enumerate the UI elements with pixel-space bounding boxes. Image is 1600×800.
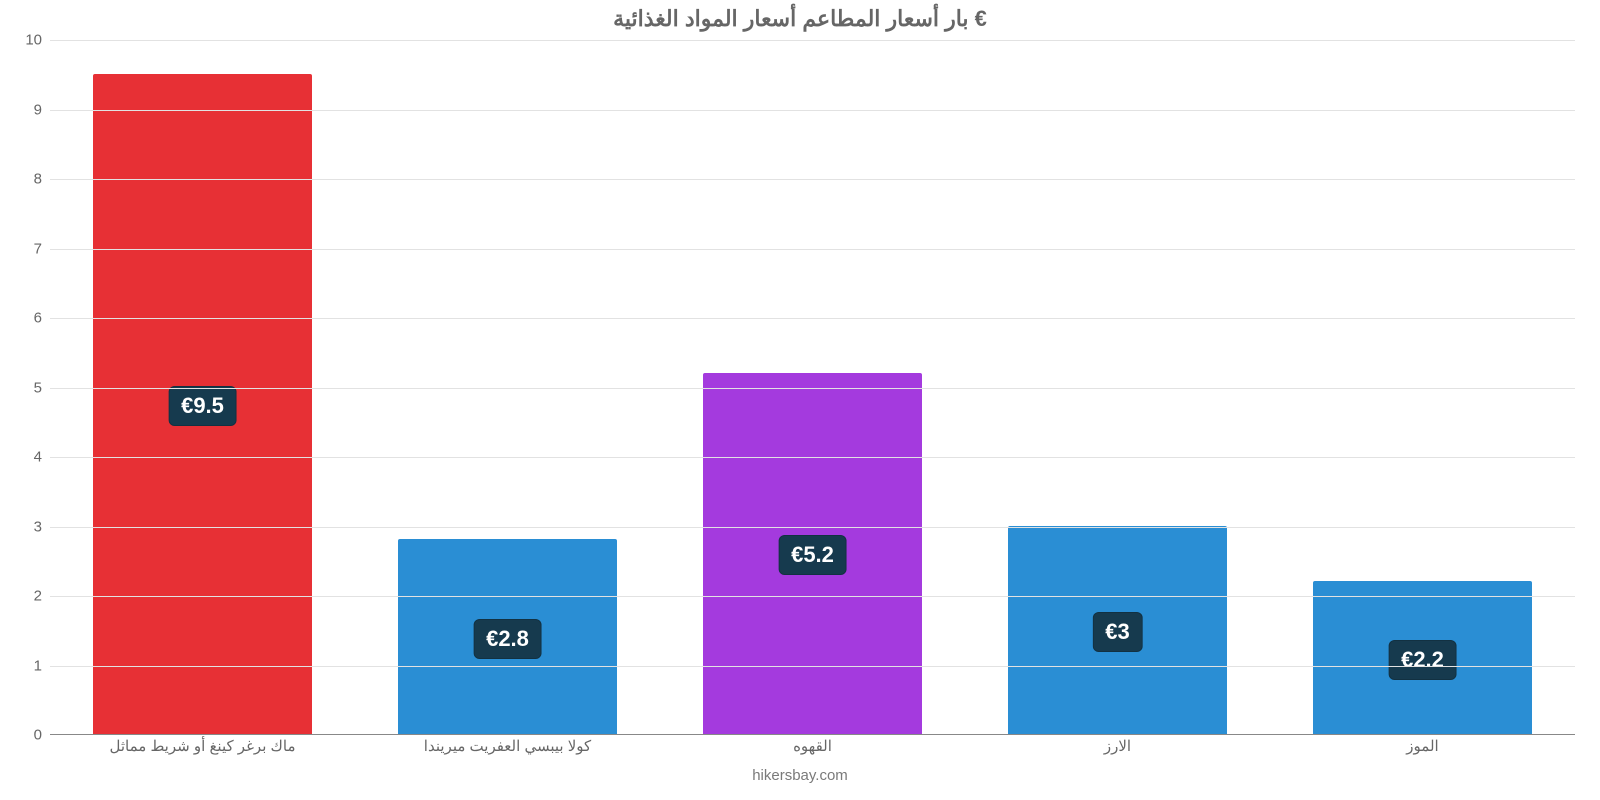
y-tick-label: 0 bbox=[34, 727, 42, 744]
x-tick-label: الموز bbox=[1270, 737, 1575, 755]
grid-line bbox=[50, 249, 1575, 250]
plot-area: €9.5€2.8€5.2€3€2.2 012345678910 bbox=[50, 40, 1575, 735]
bar: €5.2 bbox=[703, 373, 923, 734]
y-tick-label: 2 bbox=[34, 588, 42, 605]
grid-line bbox=[50, 596, 1575, 597]
grid-line bbox=[50, 318, 1575, 319]
grid-line bbox=[50, 388, 1575, 389]
bar: €3 bbox=[1008, 526, 1228, 735]
y-tick-label: 4 bbox=[34, 449, 42, 466]
grid-line bbox=[50, 40, 1575, 41]
value-badge: €3 bbox=[1092, 612, 1142, 652]
value-badge: €9.5 bbox=[168, 386, 237, 426]
y-tick-label: 1 bbox=[34, 657, 42, 674]
x-tick-label: الارز bbox=[965, 737, 1270, 755]
grid-line bbox=[50, 666, 1575, 667]
y-tick-label: 8 bbox=[34, 171, 42, 188]
value-badge: €2.2 bbox=[1388, 640, 1457, 680]
grid-line bbox=[50, 110, 1575, 111]
y-tick-label: 7 bbox=[34, 240, 42, 257]
x-axis-labels: ماك برغر كينغ أو شريط مماثلكولا بيبسي ال… bbox=[50, 737, 1575, 755]
x-tick-label: ماك برغر كينغ أو شريط مماثل bbox=[50, 737, 355, 755]
grid-line bbox=[50, 457, 1575, 458]
y-tick-label: 10 bbox=[25, 32, 42, 49]
grid-line bbox=[50, 179, 1575, 180]
y-tick-label: 3 bbox=[34, 518, 42, 535]
y-tick-label: 5 bbox=[34, 379, 42, 396]
y-tick-label: 9 bbox=[34, 101, 42, 118]
bar: €2.8 bbox=[398, 539, 618, 734]
value-badge: €2.8 bbox=[473, 619, 542, 659]
x-tick-label: كولا بيبسي العفريت ميريندا bbox=[355, 737, 660, 755]
chart-title: بار أسعار المطاعم أسعار المواد الغذائية … bbox=[0, 6, 1600, 32]
bar: €9.5 bbox=[93, 74, 313, 734]
x-tick-label: القهوه bbox=[660, 737, 965, 755]
source-label: hikersbay.com bbox=[0, 767, 1600, 784]
value-badge: €5.2 bbox=[778, 535, 847, 575]
bar: €2.2 bbox=[1313, 581, 1533, 734]
bar-chart: بار أسعار المطاعم أسعار المواد الغذائية … bbox=[0, 0, 1600, 800]
y-tick-label: 6 bbox=[34, 310, 42, 327]
grid-line bbox=[50, 527, 1575, 528]
